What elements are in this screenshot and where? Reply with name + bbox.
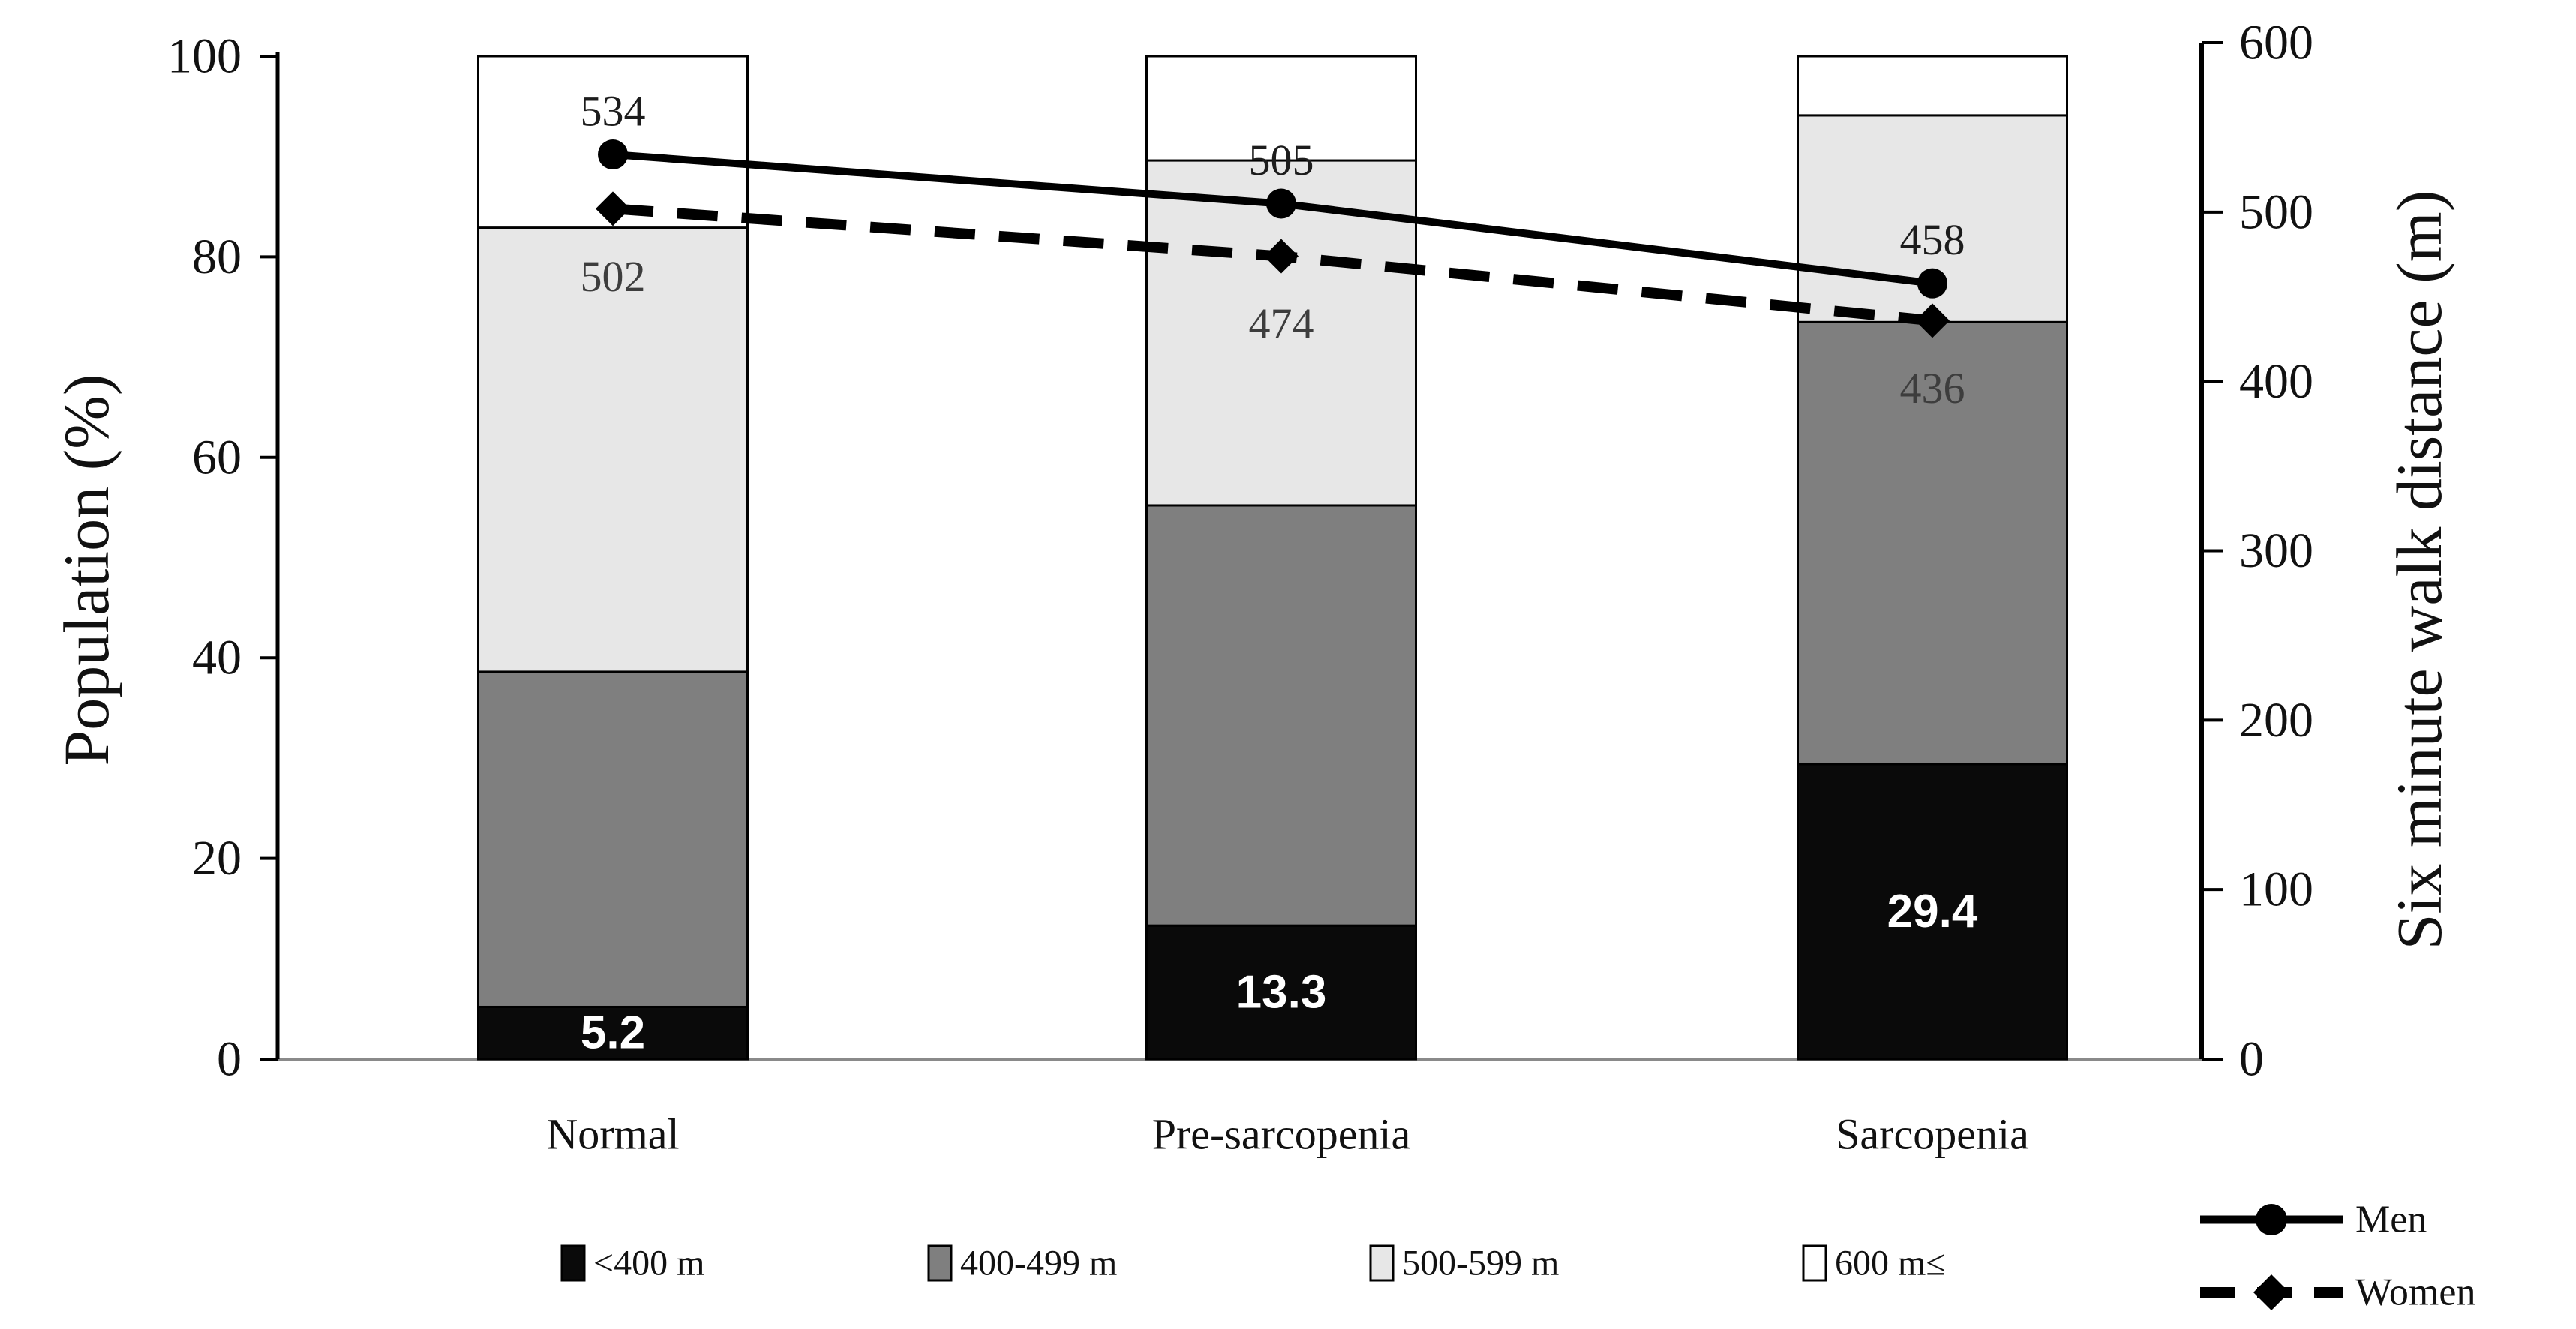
right-axis-title: Six minute walk distance (m) <box>2383 190 2455 950</box>
bar-value-label: 5.2 <box>581 1007 645 1059</box>
bar-segment <box>477 670 749 1008</box>
men-point-marker <box>598 140 628 170</box>
women-point-label: 474 <box>1249 299 1314 348</box>
bar-segment <box>477 1005 749 1060</box>
legend-label: 500-599 m <box>1402 1244 1559 1283</box>
left-axis-title: Population (%) <box>50 374 122 766</box>
legend-item--400-m: <400 m <box>560 1244 704 1283</box>
legend-label: <400 m <box>593 1244 704 1283</box>
legend-item-men: Men <box>2200 1198 2427 1241</box>
men-point-marker <box>1266 188 1296 219</box>
right-axis-tick-label: 0 <box>2239 1032 2264 1087</box>
bar-legend: <400 m 400-499 m 500-599 m 600 m≤ <box>560 1244 1946 1283</box>
women-point-label: 502 <box>581 252 646 301</box>
left-axis-tick-label: 40 <box>192 631 242 686</box>
legend-swatch <box>1369 1244 1395 1282</box>
men-point-label: 534 <box>581 87 646 136</box>
legend-swatch <box>1802 1244 1827 1282</box>
right-axis-tick-label: 500 <box>2239 184 2313 239</box>
legend-item-women: Women <box>2200 1271 2475 1314</box>
bar-segment <box>1145 55 1417 162</box>
legend-swatch <box>560 1244 586 1282</box>
left-axis: 0 20 40 60 80 100 Population (%) <box>50 29 280 1087</box>
bar-value-label: 29.4 <box>1887 886 1978 938</box>
right-axis-tick-label: 300 <box>2239 524 2313 578</box>
men-legend-marker <box>2256 1204 2287 1235</box>
bar-value-label: 13.3 <box>1236 967 1327 1018</box>
women-line-series <box>596 191 1950 338</box>
legend-label: 400-499 m <box>960 1244 1117 1283</box>
x-axis-label-normal: Normal <box>546 1110 679 1159</box>
left-axis-tick-label: 80 <box>192 230 242 284</box>
legend-item-500-599-m: 500-599 m <box>1369 1244 1559 1283</box>
left-axis-tick-label: 20 <box>192 831 242 886</box>
women-legend-label: Women <box>2355 1271 2475 1314</box>
left-axis-tick-label: 100 <box>167 29 242 84</box>
left-axis-tick-label: 0 <box>217 1032 242 1087</box>
left-axis-tick-label: 60 <box>192 430 242 484</box>
legend-item-600-m-: 600 m≤ <box>1802 1244 1946 1283</box>
x-axis-label-pre-sarcopenia: Pre-sarcopenia <box>1152 1110 1411 1159</box>
bar-pre-sarcopenia: 13.3 <box>1145 55 1417 1060</box>
women-point-marker <box>1264 238 1299 274</box>
bar-segment <box>1145 924 1417 1060</box>
line-point-labels: 534 502 505 474 458 436 <box>581 87 1965 412</box>
right-axis: 0 100 200 300 400 500 600 Six minute walk dista… <box>2199 16 2455 1087</box>
men-point-label: 458 <box>1900 215 1965 264</box>
men-line-series <box>598 140 1947 298</box>
bar-segment <box>1797 320 2068 766</box>
men-point-label: 505 <box>1249 136 1314 184</box>
bar-sarcopenia: 29.4 <box>1797 55 2068 1060</box>
legend-swatch <box>927 1244 953 1282</box>
legend-item-400-499-m: 400-499 m <box>927 1244 1117 1283</box>
right-axis-tick-label: 600 <box>2239 16 2313 70</box>
legend-label: 600 m≤ <box>1835 1244 1946 1283</box>
bar-segment <box>477 226 749 674</box>
right-axis-tick-label: 400 <box>2239 354 2313 409</box>
women-legend-marker <box>2253 1274 2289 1310</box>
women-point-marker <box>1915 303 1950 338</box>
bar-segment <box>1797 55 2068 117</box>
men-point-marker <box>1917 268 1947 298</box>
x-axis-labels: Normal Pre-sarcopenia Sarcopenia <box>546 1110 2028 1159</box>
women-point-label: 436 <box>1900 364 1965 412</box>
bar-segment <box>1145 504 1417 927</box>
men-legend-label: Men <box>2355 1198 2427 1241</box>
women-point-marker <box>596 191 630 226</box>
x-axis-label-sarcopenia: Sarcopenia <box>1836 1110 2029 1159</box>
right-axis-tick-label: 200 <box>2239 693 2313 748</box>
right-axis-tick-label: 100 <box>2239 862 2313 917</box>
bar-segment <box>1797 763 2068 1060</box>
line-legend: Men Women <box>2200 1198 2475 1314</box>
